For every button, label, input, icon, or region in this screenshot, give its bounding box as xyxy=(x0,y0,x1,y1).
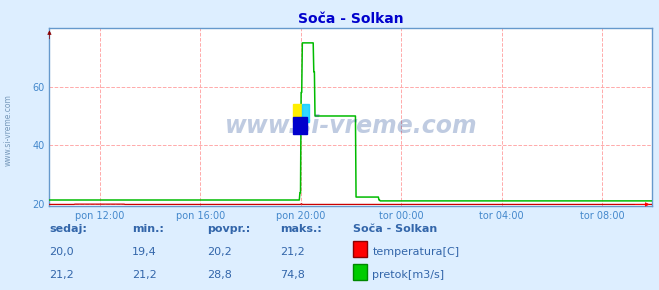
Text: 21,2: 21,2 xyxy=(280,247,305,257)
Text: 21,2: 21,2 xyxy=(49,270,74,280)
Text: 21,2: 21,2 xyxy=(132,270,157,280)
Text: maks.:: maks.: xyxy=(280,224,322,234)
Text: pretok[m3/s]: pretok[m3/s] xyxy=(372,270,444,280)
Bar xyxy=(293,104,301,122)
Text: min.:: min.: xyxy=(132,224,163,234)
Text: Soča - Solkan: Soča - Solkan xyxy=(353,224,437,234)
Text: temperatura[C]: temperatura[C] xyxy=(372,247,459,257)
Text: 28,8: 28,8 xyxy=(208,270,233,280)
Text: sedaj:: sedaj: xyxy=(49,224,87,234)
Text: www.si-vreme.com: www.si-vreme.com xyxy=(225,114,477,138)
Text: 20,2: 20,2 xyxy=(208,247,233,257)
Text: 19,4: 19,4 xyxy=(132,247,157,257)
Text: 74,8: 74,8 xyxy=(280,270,305,280)
Text: www.si-vreme.com: www.si-vreme.com xyxy=(3,95,13,166)
Bar xyxy=(302,104,310,122)
Text: povpr.:: povpr.: xyxy=(208,224,251,234)
Text: 20,0: 20,0 xyxy=(49,247,74,257)
Bar xyxy=(293,117,307,134)
Title: Soča - Solkan: Soča - Solkan xyxy=(298,12,404,26)
